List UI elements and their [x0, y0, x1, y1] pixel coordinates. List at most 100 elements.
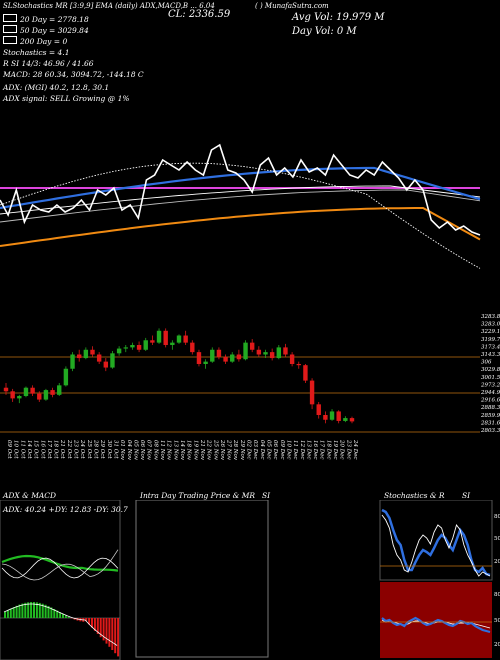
- misc-strip: ( ) MunafaSutra.com: [255, 2, 329, 10]
- candle-body: [196, 352, 202, 364]
- candle-body: [136, 345, 142, 350]
- candle-body: [123, 347, 128, 349]
- candle-body: [3, 387, 9, 392]
- date-label: 15 Oct: [33, 440, 39, 459]
- intraday-panel-frame: [135, 500, 269, 658]
- date-label: 14 Nov: [179, 440, 185, 461]
- rsi-value: R SI 14/3: 46.96 / 41.66: [3, 59, 94, 68]
- stoch-panel-si: SI: [462, 491, 471, 500]
- candle-body: [163, 330, 168, 346]
- macd-bar: [38, 602, 41, 618]
- slow-line-1: [0, 189, 481, 223]
- price-tick-label: 3143.35: [481, 352, 500, 358]
- candle-body: [37, 393, 42, 400]
- adx-panel-frame: [0, 500, 121, 660]
- date-label: 13 Dec: [305, 440, 311, 460]
- legend-ema20: 20 Day = 2778.18: [3, 14, 144, 25]
- price-tick-label: 306: [481, 360, 492, 366]
- stoch-tick-label: 20: [494, 559, 500, 565]
- macd-bar: [30, 602, 33, 618]
- price-tick-label: 3283.85: [481, 314, 500, 320]
- macd-bar: [15, 605, 18, 618]
- legend-ema200-text: 200 Day = 0: [20, 37, 68, 46]
- date-label: 18 Nov: [186, 440, 192, 461]
- candle-body: [130, 345, 135, 348]
- adx-value: ADX: (MGI) 40.2, 12.8, 30.1: [3, 83, 110, 92]
- date-label: 05 Nov: [132, 440, 138, 461]
- price-tick-label: 2973.25: [480, 382, 500, 388]
- price-tick-label: 3199.79: [481, 337, 500, 343]
- candle-body: [243, 342, 248, 360]
- main-chart: 3283.85 3283.053229.1 3199.793173.47 3143.3…: [0, 143, 500, 461]
- price-tick-label: 3029.84: [481, 367, 500, 373]
- date-label: 04 Dec: [259, 440, 265, 460]
- date-label: 04 Nov: [126, 440, 132, 461]
- candle-body: [43, 390, 49, 400]
- candle-body: [30, 387, 35, 394]
- date-label: 06 Nov: [139, 440, 145, 461]
- price-tick-label: 2859.99: [480, 413, 500, 419]
- top-strip: SLStochastics MR [3:9,9] EMA (daily) ADX…: [3, 2, 215, 10]
- candle-body: [316, 404, 321, 416]
- price-tick-label: 3001.57: [481, 375, 500, 381]
- date-label: 31 Oct: [112, 440, 118, 459]
- macd-histogram: [0, 602, 120, 657]
- date-label: 03 Dec: [252, 440, 258, 460]
- candle-body: [289, 354, 295, 364]
- price-tick-label: 3173.47: [481, 344, 500, 350]
- macd-value: MACD: 28 60.34, 3094.72, -144.18 C: [3, 70, 144, 79]
- date-label: 29 Oct: [99, 439, 105, 459]
- slow-line-2: [0, 185, 481, 215]
- date-label: 02 Dec: [246, 440, 252, 460]
- macd-bar: [91, 618, 93, 628]
- ema-lines: [0, 143, 481, 269]
- adx-line: [1, 554, 119, 572]
- candle-body: [323, 415, 328, 420]
- stoch-tick-label: 50: [494, 536, 500, 542]
- candle-body: [23, 387, 29, 397]
- candle-body: [70, 354, 75, 369]
- date-label: 23 Dec: [345, 439, 351, 460]
- date-axis: 09 Oct 10 Oct 11 Oct 14 Oct 15 Oct 16 Oct 17 O…: [6, 439, 358, 461]
- candle-body: [10, 391, 15, 399]
- ema-legend: 20 Day = 2778.18 50 Day = 3029.84 200 Da…: [3, 14, 144, 104]
- intraday-panel: [135, 500, 269, 658]
- candle-body: [249, 342, 255, 350]
- candle-body: [96, 354, 102, 362]
- macd-bar: [18, 604, 21, 618]
- price-tick-label: 2831.67: [480, 420, 500, 426]
- candle-body: [90, 349, 95, 355]
- date-label: 07 Nov: [146, 440, 152, 461]
- stoch-k-line: [381, 508, 491, 577]
- candle-body: [230, 354, 235, 362]
- macd-bar: [117, 618, 120, 657]
- plus-di-line: [1, 557, 119, 579]
- date-label: 27 Nov: [226, 439, 232, 461]
- macd-bar: [73, 618, 76, 620]
- macd-bar: [114, 618, 117, 654]
- price-tick-label: 2888.3: [480, 405, 500, 411]
- date-label: 21 Oct: [59, 439, 65, 459]
- candle-body: [283, 347, 288, 355]
- candle-body: [50, 390, 55, 395]
- price-tick-label: 2916.62: [480, 398, 500, 404]
- candle-body: [83, 349, 89, 359]
- date-label: 28 Oct: [93, 439, 99, 459]
- avg-volume-label: Avg Vol: 19.979 M: [292, 12, 385, 23]
- candle-body: [203, 361, 208, 364]
- macd-bar: [102, 618, 105, 641]
- stoch-panel-title: Stochastics & R: [384, 491, 445, 500]
- legend-ema50-swatch: [3, 25, 17, 33]
- date-label: 10 Oct: [13, 440, 19, 459]
- candle-body: [329, 411, 335, 420]
- macd-bar: [99, 618, 102, 638]
- macd-bar: [111, 618, 114, 650]
- macd-bar: [96, 618, 99, 634]
- legend-ema50: 50 Day = 3029.84: [3, 25, 144, 36]
- date-label: 12 Dec: [299, 440, 305, 460]
- adx-lines: [1, 549, 119, 581]
- date-label: 23 Oct: [73, 439, 79, 459]
- macd-bar: [93, 618, 96, 631]
- price-tick-label: 2803.36: [480, 428, 500, 434]
- stoch-lines: [380, 508, 492, 577]
